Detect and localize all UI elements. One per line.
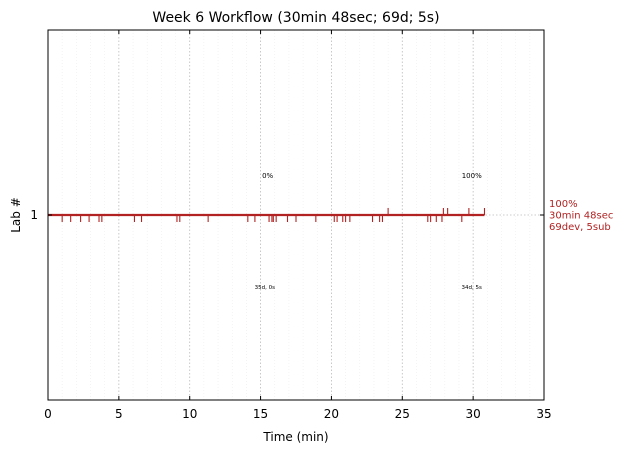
side-label: 69dev, 5sub [549, 222, 611, 233]
chart-title: Week 6 Workflow (30min 48sec; 69d; 5s) [152, 10, 439, 26]
annotation-label: 35d, 0s [255, 285, 275, 291]
annotation-label: 0% [262, 172, 273, 180]
series-lab-1 [48, 208, 486, 222]
x-tick-label: 5 [115, 407, 123, 421]
x-tick-label: 10 [182, 407, 197, 421]
x-axis: 0 5 10 15 20 25 30 35 [44, 30, 552, 421]
annotations: 0% 100% 35d, 0s 34d, 5s [255, 172, 482, 291]
y-axis-label: Lab # [9, 197, 23, 233]
x-tick-label: 25 [395, 407, 410, 421]
x-axis-label: Time (min) [262, 430, 328, 444]
annotation-label: 34d, 5s [462, 285, 482, 291]
y-axis: 1 [30, 208, 544, 222]
x-tick-label: 30 [466, 407, 481, 421]
x-tick-label: 20 [324, 407, 339, 421]
x-tick-label: 0 [44, 407, 52, 421]
y-tick-label: 1 [30, 208, 38, 222]
side-label: 100% [549, 199, 578, 210]
annotation-label: 100% [462, 172, 482, 180]
x-tick-label: 35 [536, 407, 551, 421]
side-label: 30min 48sec [549, 211, 613, 222]
x-tick-label: 15 [253, 407, 268, 421]
